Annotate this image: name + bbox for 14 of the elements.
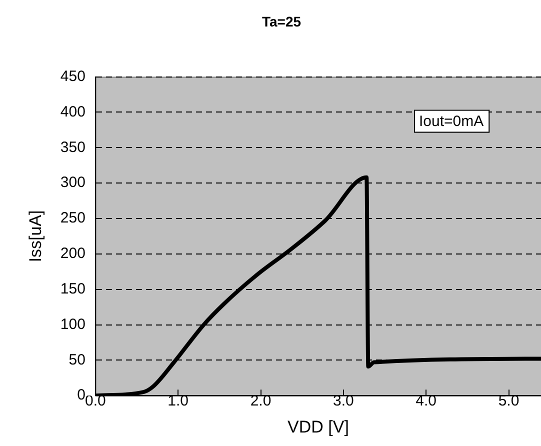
y-tick-label: 100 — [60, 316, 86, 333]
chart-title: Ta=25 — [262, 13, 302, 30]
y-tick-label: 400 — [60, 103, 86, 120]
y-tick-label: 250 — [60, 210, 86, 227]
y-tick-label: 450 — [60, 68, 86, 85]
annotation: Iout=0mA — [419, 112, 484, 130]
y-tick-label: 50 — [68, 351, 86, 368]
y-axis-title: Iss[uA] — [26, 210, 45, 262]
y-tick-label: 150 — [60, 280, 86, 298]
y-tick-label: 0 — [77, 386, 86, 404]
y-tick-label: 300 — [60, 174, 86, 192]
y-tick-label: 350 — [60, 138, 86, 156]
y-tick-label: 200 — [60, 245, 86, 262]
x-axis-title: VDD [V] — [288, 417, 349, 436]
